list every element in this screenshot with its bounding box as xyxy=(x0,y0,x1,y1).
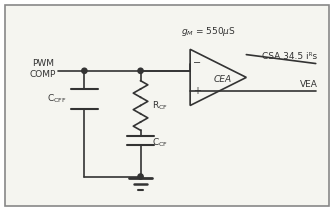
Text: −: − xyxy=(193,58,201,68)
Circle shape xyxy=(82,68,87,73)
Text: +: + xyxy=(193,86,201,96)
Text: R$_{\mathrm{CF}}$: R$_{\mathrm{CF}}$ xyxy=(152,99,168,112)
Circle shape xyxy=(138,174,143,179)
FancyBboxPatch shape xyxy=(5,5,329,206)
Text: CEA: CEA xyxy=(214,74,232,84)
Text: VEA: VEA xyxy=(300,80,317,89)
Text: PWM
COMP: PWM COMP xyxy=(30,60,56,79)
Text: C$_{\mathrm{CF}}$: C$_{\mathrm{CF}}$ xyxy=(152,137,168,149)
Text: C$_{\mathrm{CFF}}$: C$_{\mathrm{CFF}}$ xyxy=(46,93,66,105)
Text: CSA 34.5 iᴿs: CSA 34.5 iᴿs xyxy=(262,52,317,61)
Text: $g_M$ = 550$\mu$S: $g_M$ = 550$\mu$S xyxy=(181,25,236,38)
Circle shape xyxy=(138,68,143,73)
